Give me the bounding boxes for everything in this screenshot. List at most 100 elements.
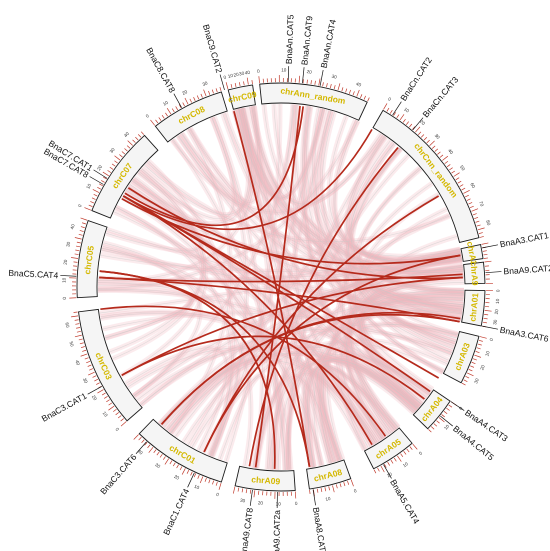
gene-link — [99, 270, 311, 467]
tick-mark — [356, 89, 360, 97]
tick-mark — [390, 459, 394, 464]
tick-mark — [211, 89, 214, 94]
tick-mark — [103, 176, 107, 180]
synteny-link — [101, 249, 462, 320]
tick-mark — [482, 250, 487, 252]
gene-label: BnaA3.CAT6 — [499, 325, 550, 344]
tick-mark — [132, 139, 136, 143]
tick-mark — [181, 468, 186, 475]
tick-mark — [459, 184, 464, 187]
tick-mark — [104, 396, 108, 399]
tick-label: 20 — [233, 72, 239, 78]
tick-mark — [472, 213, 477, 216]
tick-label: 40 — [74, 359, 81, 366]
tick-mark — [449, 167, 453, 171]
tick-mark — [397, 455, 402, 462]
tick-mark — [162, 456, 166, 460]
tick-label: 10 — [403, 106, 410, 113]
tick-mark — [471, 208, 479, 212]
tick-mark — [475, 351, 480, 353]
tick-mark — [333, 85, 336, 90]
tick-mark — [470, 365, 475, 368]
tick-mark — [429, 140, 435, 146]
tick-mark — [80, 346, 85, 348]
gene-label: BnaC3.CAT6 — [98, 452, 138, 496]
synteny-link — [302, 105, 399, 428]
tick-mark — [91, 197, 96, 200]
synteny-link — [255, 293, 464, 469]
tick-mark — [78, 233, 83, 236]
tick-mark — [71, 315, 79, 318]
tick-label: 50 — [69, 341, 75, 348]
tick-mark — [455, 177, 460, 181]
tick-mark — [479, 236, 484, 238]
chromosome-label: chrA9 — [469, 261, 481, 286]
tick-mark — [166, 107, 172, 115]
synteny-link — [102, 312, 451, 356]
tick-label: 20 — [181, 89, 188, 96]
chromosome-chrC03 — [78, 308, 143, 422]
tick-mark — [409, 123, 413, 128]
tick-mark — [298, 75, 301, 83]
tick-label: 30 — [154, 462, 161, 469]
synteny-link — [241, 108, 464, 291]
tick-mark — [339, 483, 342, 488]
tick-label: 10 — [325, 496, 332, 502]
synteny-link — [109, 169, 205, 353]
gene-pointer — [93, 169, 108, 179]
tick-label: 0 — [145, 113, 150, 119]
tick-mark — [466, 372, 474, 377]
gene-links — [99, 105, 463, 469]
tick-mark — [309, 489, 311, 495]
tick-label: 0 — [295, 501, 298, 506]
tick-mark — [446, 164, 451, 168]
synteny-link — [210, 108, 324, 457]
tick-mark — [193, 473, 197, 478]
tick-mark — [74, 237, 82, 240]
synteny-link — [348, 140, 461, 260]
tick-mark — [87, 364, 92, 367]
tick-label: 0 — [489, 337, 495, 341]
tick-mark — [387, 461, 390, 466]
gene-link — [248, 147, 399, 467]
tick-mark — [393, 457, 397, 462]
chromosome-chrAnn_random — [259, 82, 368, 121]
tick-mark — [347, 480, 350, 485]
tick-mark — [119, 154, 123, 158]
tick-mark — [426, 139, 430, 144]
tick-label: 30 — [492, 319, 498, 325]
tick-label: 50 — [459, 164, 466, 171]
synteny-link — [251, 106, 382, 205]
tick-mark — [306, 79, 308, 84]
tick-mark — [428, 429, 432, 433]
tick-mark — [120, 418, 124, 422]
gene-link — [100, 305, 387, 437]
tick-mark — [451, 170, 456, 174]
synteny-link — [225, 104, 281, 462]
tick-mark — [115, 412, 120, 416]
chromosome-chrCnn_random — [372, 109, 480, 244]
tick-label: 30 — [331, 74, 338, 80]
tick-label: 20 — [91, 394, 98, 401]
gene-label: BnaCn.CAT3 — [421, 74, 461, 119]
tick-mark — [393, 112, 396, 116]
gene-link — [122, 195, 440, 379]
tick-mark — [402, 118, 406, 123]
tick-mark — [448, 404, 453, 408]
tick-mark — [79, 230, 84, 232]
gene-label: BnaA9.CAT2b — [503, 263, 550, 277]
gene-pointer — [440, 415, 453, 427]
tick-mark — [310, 80, 312, 85]
tick-mark — [314, 80, 316, 85]
gene-label: BnaAn.CAT5 — [284, 14, 296, 64]
tick-mark — [74, 334, 82, 338]
tick-mark — [380, 465, 385, 473]
tick-mark — [78, 338, 83, 341]
tick-mark — [418, 131, 422, 136]
tick-mark — [461, 187, 466, 191]
tick-label: 0 — [115, 427, 121, 433]
tick-label: 60 — [469, 182, 476, 189]
chromosome-label: chrA3 — [465, 241, 479, 267]
tick-mark — [186, 469, 190, 474]
tick-mark — [172, 462, 176, 467]
